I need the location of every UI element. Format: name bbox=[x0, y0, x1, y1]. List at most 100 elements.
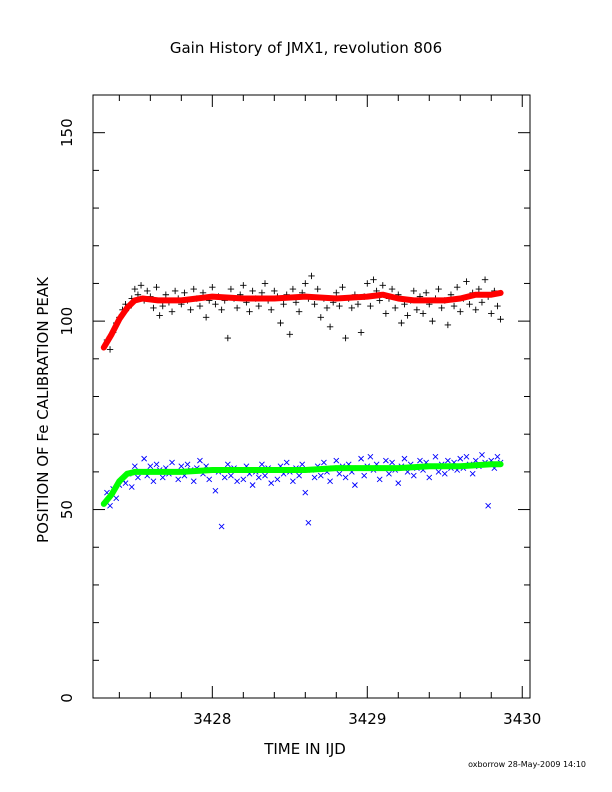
data-point bbox=[326, 323, 334, 330]
data-point bbox=[258, 289, 266, 297]
plot-frame bbox=[92, 94, 531, 699]
data-point bbox=[280, 300, 287, 308]
data-point bbox=[233, 304, 241, 312]
data-point bbox=[246, 308, 253, 315]
data-point bbox=[228, 472, 234, 479]
x-tick-label: 3430 bbox=[503, 710, 541, 728]
data-point bbox=[336, 302, 343, 310]
data-point bbox=[290, 478, 296, 485]
data-point bbox=[175, 476, 182, 483]
data-point bbox=[153, 284, 160, 291]
data-point bbox=[367, 453, 374, 460]
data-point bbox=[453, 284, 461, 291]
data-point bbox=[438, 304, 445, 312]
data-point bbox=[379, 282, 386, 289]
data-point bbox=[388, 285, 396, 293]
data-point bbox=[106, 346, 114, 353]
data-point bbox=[162, 291, 170, 298]
data-point bbox=[352, 482, 358, 488]
footer-credit: oxborrow 28-May-2009 14:10 bbox=[468, 760, 586, 769]
data-point bbox=[240, 282, 247, 289]
data-point bbox=[488, 310, 495, 317]
data-point bbox=[255, 302, 263, 310]
data-point bbox=[249, 482, 256, 488]
data-point bbox=[435, 285, 442, 293]
data-point bbox=[212, 487, 219, 494]
data-point bbox=[302, 280, 309, 287]
fit-line bbox=[100, 461, 504, 507]
data-point bbox=[261, 280, 269, 287]
data-point bbox=[463, 453, 470, 460]
data-point bbox=[333, 457, 340, 464]
data-point bbox=[494, 302, 501, 310]
data-point bbox=[206, 476, 213, 483]
data-point bbox=[410, 472, 417, 479]
data-point bbox=[305, 519, 312, 526]
x-tick-label: 3428 bbox=[193, 710, 231, 728]
data-point bbox=[299, 461, 306, 468]
data-point bbox=[184, 461, 191, 468]
data-point bbox=[224, 334, 232, 342]
data-point bbox=[317, 472, 324, 479]
data-point bbox=[401, 455, 408, 462]
data-point bbox=[358, 455, 364, 462]
data-point bbox=[209, 284, 216, 291]
y-tick-label: 100 bbox=[58, 307, 76, 336]
data-point bbox=[364, 280, 371, 287]
data-point bbox=[472, 306, 479, 314]
data-point bbox=[444, 457, 451, 464]
data-point bbox=[410, 287, 417, 295]
data-point bbox=[457, 455, 464, 462]
data-point bbox=[107, 502, 113, 509]
data-point bbox=[339, 284, 346, 291]
data-point bbox=[376, 476, 383, 483]
data-point bbox=[327, 478, 333, 485]
data-point bbox=[259, 461, 265, 468]
chart-title: Gain History of JMX1, revolution 806 bbox=[170, 39, 442, 57]
data-point bbox=[150, 304, 157, 312]
data-point bbox=[357, 329, 365, 336]
data-point bbox=[218, 523, 225, 530]
data-point bbox=[169, 459, 175, 466]
data-point bbox=[426, 474, 433, 481]
data-point bbox=[202, 314, 210, 321]
data-point bbox=[168, 308, 176, 315]
data-point bbox=[417, 457, 423, 464]
data-point bbox=[137, 282, 145, 289]
data-series bbox=[100, 272, 504, 530]
data-point bbox=[376, 297, 383, 304]
data-point bbox=[190, 285, 197, 293]
data-point bbox=[435, 468, 442, 475]
data-point bbox=[317, 314, 324, 321]
data-point bbox=[212, 300, 219, 308]
data-point bbox=[466, 300, 473, 308]
data-point bbox=[333, 289, 340, 297]
axis-tick-labels: 3428 3429 3430 0 50 100 150 bbox=[58, 118, 541, 728]
data-point bbox=[342, 334, 349, 342]
data-point bbox=[218, 306, 225, 314]
data-point bbox=[382, 310, 390, 317]
data-point bbox=[153, 461, 160, 468]
data-point bbox=[224, 461, 231, 468]
data-point bbox=[296, 472, 302, 479]
data-point bbox=[404, 312, 411, 319]
y-tick-label: 0 bbox=[58, 693, 76, 703]
data-point bbox=[422, 289, 430, 297]
data-point bbox=[268, 480, 275, 487]
data-point bbox=[336, 470, 343, 477]
data-point bbox=[463, 278, 470, 285]
data-point bbox=[181, 289, 188, 297]
series-3 bbox=[100, 461, 504, 507]
data-point bbox=[308, 272, 315, 280]
series-0 bbox=[103, 272, 504, 353]
data-point bbox=[144, 287, 151, 295]
data-point bbox=[481, 276, 489, 283]
data-point bbox=[178, 463, 185, 470]
data-point bbox=[314, 285, 321, 293]
data-point bbox=[122, 480, 129, 487]
data-point bbox=[479, 452, 485, 458]
data-point bbox=[277, 319, 284, 327]
data-point bbox=[171, 287, 179, 295]
data-point bbox=[395, 480, 402, 487]
